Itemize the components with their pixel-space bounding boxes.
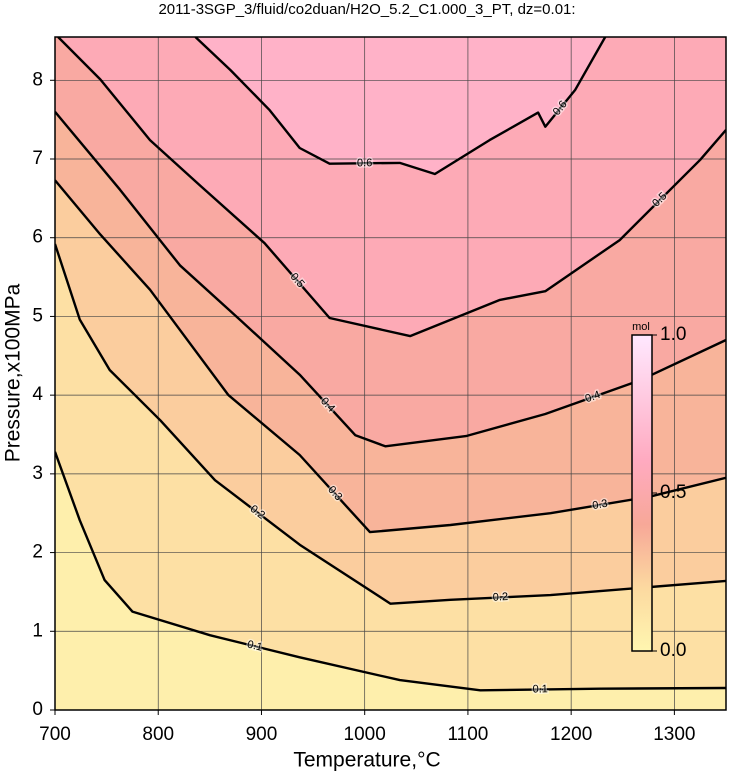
contour-label: 0.3 xyxy=(592,498,609,512)
y-tick-label: 0 xyxy=(32,699,43,720)
y-tick-label: 2 xyxy=(32,542,43,563)
contour-line xyxy=(55,243,726,605)
colorbar xyxy=(631,334,653,652)
plot-frame xyxy=(54,36,727,711)
contour-line xyxy=(55,111,726,448)
contour-label: 0.1 xyxy=(246,638,264,653)
y-tick-label: 8 xyxy=(32,69,43,90)
contour-label: 0.1 xyxy=(532,683,547,695)
x-tick-label: 1200 xyxy=(550,724,592,745)
contour-fill xyxy=(55,37,726,710)
y-tick-label: 1 xyxy=(32,620,43,641)
y-axis-label: Pressure,x100MPa xyxy=(2,283,25,462)
contour-band xyxy=(55,451,726,710)
x-tick-label: 1100 xyxy=(447,724,488,745)
contour-label: 0.2 xyxy=(493,591,509,604)
x-tick-label: 900 xyxy=(246,724,278,745)
y-tick-label: 6 xyxy=(32,227,43,248)
y-tick-label: 4 xyxy=(32,384,43,405)
y-tick-label: 5 xyxy=(32,305,43,326)
colorbar-tick-label: 1.0 xyxy=(660,324,686,345)
x-tick-label: 1300 xyxy=(653,724,695,745)
x-axis-label: Temperature,°C xyxy=(293,749,440,772)
colorbar-tick-label: 0.5 xyxy=(660,482,686,503)
x-tick-label: 1000 xyxy=(344,724,386,745)
axes: 700 800 900 1000 1100 1200 1300 0 1 2 3 4 5 6 7 8 xyxy=(32,36,727,745)
contour-line xyxy=(55,179,726,534)
contour-line xyxy=(57,37,726,338)
y-tick-label: 3 xyxy=(32,463,43,484)
contour-band xyxy=(55,244,726,710)
colorbar-label: mol xyxy=(632,321,650,333)
contour-line xyxy=(55,451,726,692)
x-tick-label: 700 xyxy=(39,724,71,745)
contour-label: 0.6 xyxy=(357,157,372,169)
contour-line xyxy=(194,37,607,176)
x-tick-label: 800 xyxy=(142,724,174,745)
chart-title: 2011-3SGP_3/fluid/co2duan/H2O_5.2_C1.000… xyxy=(158,1,575,18)
y-tick-label: 7 xyxy=(32,148,43,169)
colorbar-tick-label: 0.0 xyxy=(660,640,686,661)
